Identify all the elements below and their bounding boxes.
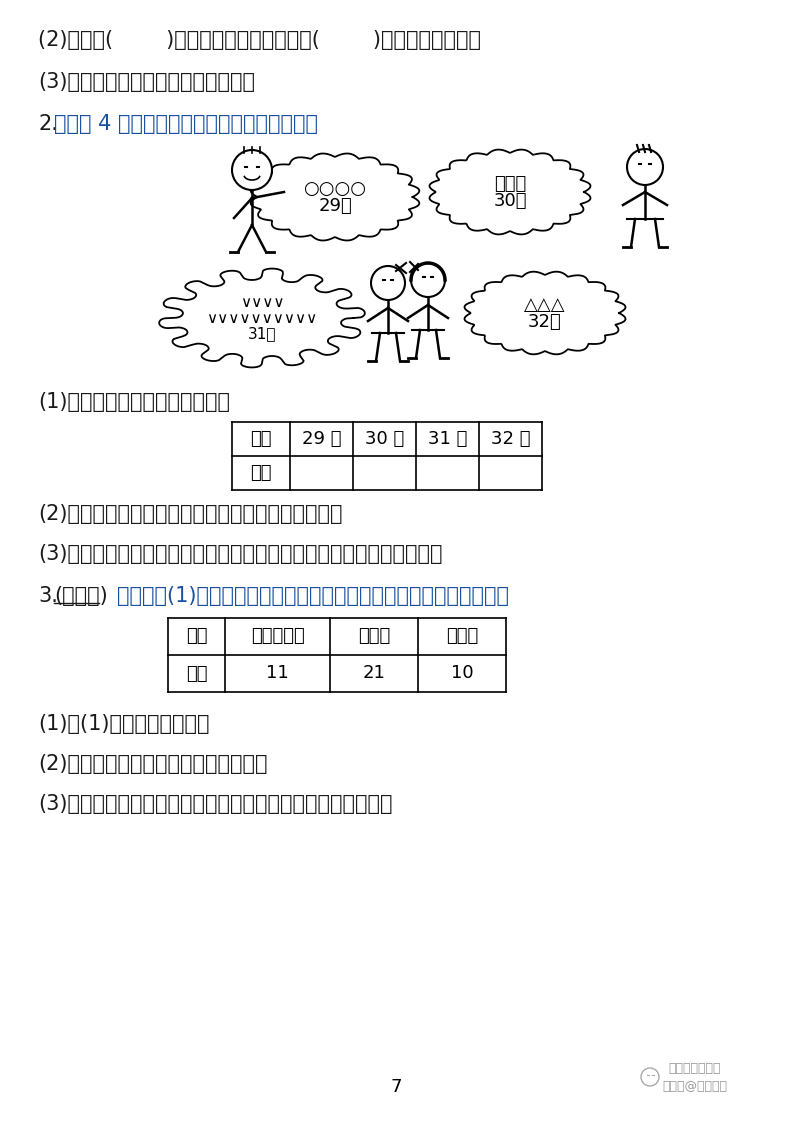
Polygon shape [159,268,365,367]
Text: 正正下: 正正下 [494,175,526,193]
Text: (3)如果让你组织这次春游活动，你有什么好的建议？为什么？: (3)如果让你组织这次春游活动，你有什么好的建议？为什么？ [38,794,393,813]
Text: 搜狐号@财稻谷斗: 搜狐号@财稻谷斗 [662,1079,727,1093]
Text: 人数: 人数 [186,664,207,682]
Text: 30码: 30码 [493,192,527,210]
Circle shape [627,149,663,185]
Text: 11: 11 [266,664,289,682]
Text: 下面是二(1)班刘云同学调查的本班同学春游最喜欢去的地方统计表。: 下面是二(1)班刘云同学调查的本班同学春游最喜欢去的地方统计表。 [117,586,509,606]
Text: (1)把他们统计的结果填入表中。: (1)把他们统计的结果填入表中。 [38,392,230,412]
Text: (3)从统计表中你还能得到什么信息？: (3)从统计表中你还能得到什么信息？ [38,72,255,92]
Text: (2)穿什么鞋码的同学最多？穿什么鞋码的同学最少？: (2)穿什么鞋码的同学最多？穿什么鞋码的同学最少？ [38,504,343,524]
Text: ○○○○: ○○○○ [304,180,366,197]
Text: (3)马上要进行体操比赛，如果让你去买运动鞋，你会怎么买？为什么？: (3)马上要进行体操比赛，如果让你去买运动鞋，你会怎么买？为什么？ [38,544,442,564]
Text: (变式题): (变式题) [54,586,108,606]
Text: 29 码: 29 码 [302,430,341,448]
Text: 3.: 3. [38,586,58,606]
Text: 2.: 2. [38,114,58,134]
Circle shape [232,150,272,190]
Text: (2)你还能提出其他数学问题并解答吗？: (2)你还能提出其他数学问题并解答吗？ [38,754,267,774]
Text: 人数: 人数 [251,465,272,482]
Text: 32 码: 32 码 [491,430,531,448]
Circle shape [411,263,445,297]
Polygon shape [465,272,626,355]
Text: 31 码: 31 码 [427,430,467,448]
Text: 上海动物园: 上海动物园 [251,627,305,645]
Text: 10: 10 [450,664,473,682]
Text: 30 码: 30 码 [365,430,404,448]
Polygon shape [251,154,419,240]
Text: 29码: 29码 [318,196,352,214]
Text: △△△: △△△ [524,295,566,313]
Text: 鞋码: 鞋码 [251,430,272,448]
Text: (2)身高在(        )厘米的人数最多，身高在(        )厘米的人数最少。: (2)身高在( )厘米的人数最多，身高在( )厘米的人数最少。 [38,30,481,50]
Text: 地点: 地点 [186,627,207,645]
Text: 游乐园: 游乐园 [358,627,390,645]
Text: 31码: 31码 [247,327,276,341]
Text: 7: 7 [390,1078,402,1096]
Text: 21: 21 [362,664,385,682]
Text: 32码: 32码 [528,313,562,331]
Text: (1)二(1)班一共有多少人？: (1)二(1)班一共有多少人？ [38,714,209,734]
Polygon shape [430,149,591,234]
Text: 植物园: 植物园 [446,627,478,645]
Text: ∨∨∨∨∨∨∨∨∨∨: ∨∨∨∨∨∨∨∨∨∨ [206,311,318,325]
Text: ∨∨∨∨: ∨∨∨∨ [239,294,284,310]
Circle shape [371,266,405,300]
Text: 中小学满分学苑: 中小学满分学苑 [668,1061,722,1075]
Text: 下面是 4 个同学调查的本班同学的鞋号情况。: 下面是 4 个同学调查的本班同学的鞋号情况。 [54,114,318,134]
